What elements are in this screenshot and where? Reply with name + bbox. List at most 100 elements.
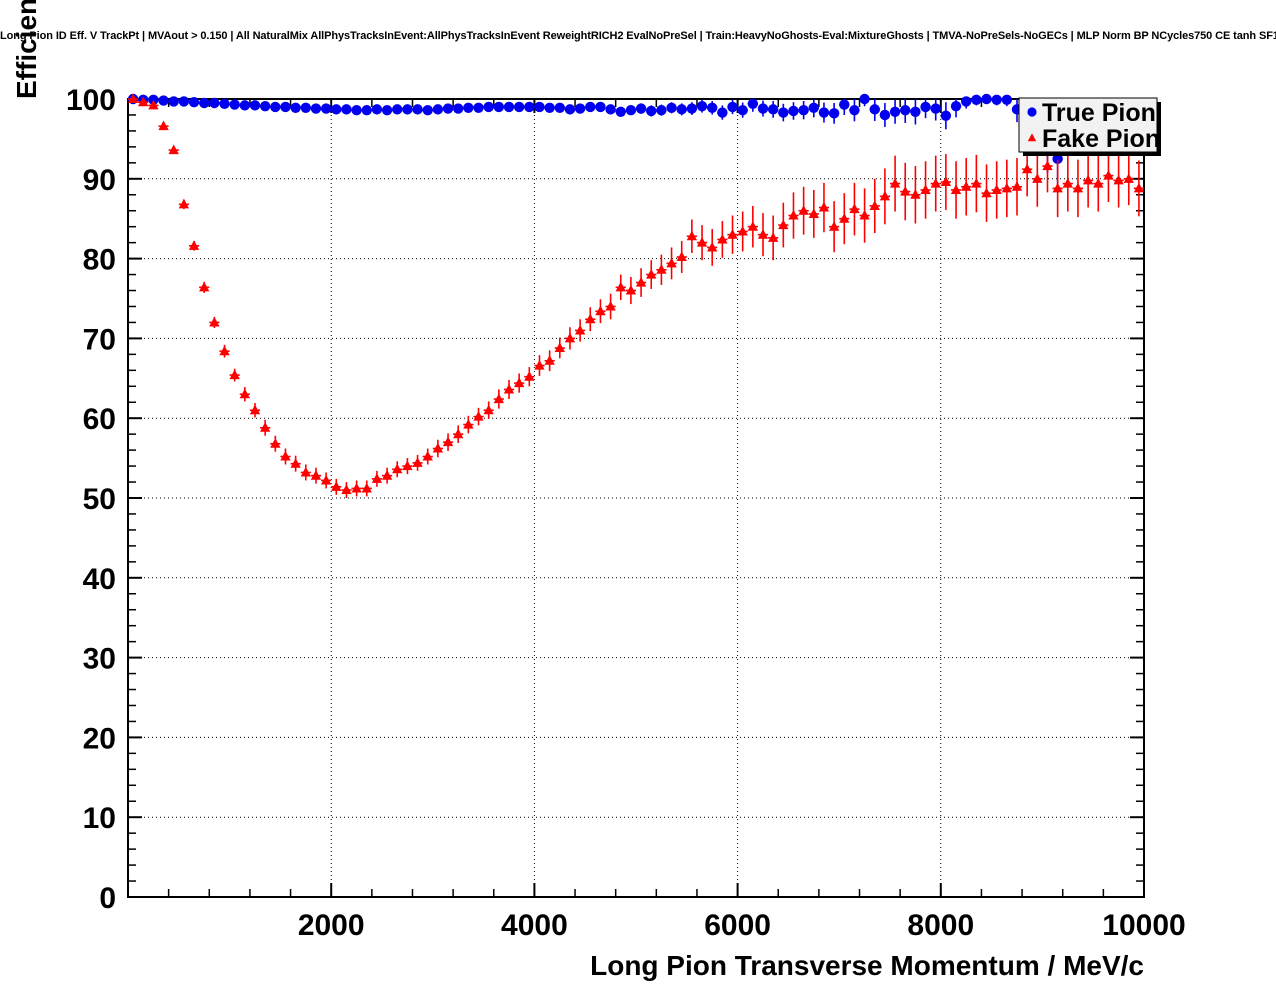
marker-point — [463, 418, 474, 429]
y-tick-label: 90 — [83, 164, 116, 197]
marker-point — [788, 105, 799, 117]
marker-point — [727, 101, 738, 113]
marker-point — [300, 466, 311, 477]
marker-point — [859, 209, 870, 220]
x-tick-label: 4000 — [501, 909, 568, 942]
marker-point — [1052, 182, 1063, 193]
marker-point — [595, 305, 606, 316]
marker-point — [615, 281, 626, 292]
y-tick-label: 10 — [83, 802, 116, 835]
marker-point — [564, 104, 576, 115]
marker-point — [635, 103, 647, 114]
marker-point — [524, 371, 535, 381]
marker-point — [981, 93, 992, 105]
marker-point — [686, 230, 698, 241]
marker-point — [280, 450, 291, 461]
marker-point — [381, 104, 393, 116]
marker-point — [747, 221, 758, 231]
marker-point — [696, 100, 708, 112]
marker-point — [1113, 174, 1124, 185]
marker-point — [971, 177, 982, 188]
marker-point — [534, 101, 545, 113]
marker-point — [422, 104, 433, 116]
marker-point — [199, 97, 210, 109]
marker-point — [717, 107, 728, 118]
marker-point — [696, 237, 708, 247]
marker-point — [483, 404, 494, 415]
grid-lines — [128, 99, 1144, 897]
marker-point — [727, 229, 738, 239]
marker-point — [950, 100, 962, 112]
marker-point — [453, 428, 464, 439]
marker-point — [259, 100, 271, 112]
marker-point — [178, 96, 190, 107]
marker-point — [402, 460, 413, 471]
marker-point — [270, 101, 281, 113]
marker-point — [473, 102, 484, 113]
marker-point — [686, 103, 698, 114]
marker-point — [849, 104, 860, 116]
marker-point — [900, 185, 911, 196]
marker-point — [483, 101, 494, 113]
marker-point — [940, 110, 952, 121]
marker-point — [1032, 173, 1043, 183]
marker-point — [707, 241, 718, 252]
marker-point — [818, 107, 830, 118]
marker-point — [503, 101, 515, 113]
marker-point — [290, 102, 301, 113]
y-tick-label: 30 — [83, 643, 116, 676]
marker-point — [920, 101, 931, 113]
marker-point — [341, 484, 352, 495]
marker-point — [442, 436, 454, 447]
marker-point — [453, 103, 464, 114]
marker-point — [635, 276, 647, 287]
marker-point — [158, 120, 169, 131]
marker-point — [168, 96, 179, 107]
marker-point — [788, 209, 799, 220]
marker-point — [1022, 163, 1033, 174]
marker-point — [1082, 174, 1094, 185]
marker-point — [371, 104, 383, 115]
marker-point — [1133, 182, 1145, 193]
x-tick-label: 2000 — [298, 909, 365, 942]
marker-point — [971, 94, 982, 105]
marker-point — [940, 176, 952, 187]
marker-point — [1072, 182, 1084, 193]
marker-point — [625, 104, 637, 116]
marker-point — [839, 213, 850, 223]
marker-point — [534, 359, 545, 370]
legend-marker-fake-pion — [1027, 133, 1037, 142]
marker-point — [615, 106, 626, 117]
y-tick-label: 60 — [83, 403, 116, 436]
legend-marker-true-pion — [1027, 107, 1037, 117]
marker-point — [260, 422, 271, 432]
y-tick-label: 0 — [99, 882, 116, 915]
marker-point — [798, 205, 809, 215]
y-tick-label: 50 — [83, 483, 116, 516]
marker-point — [432, 104, 444, 115]
marker-point — [1001, 94, 1013, 105]
y-tick-label: 80 — [83, 244, 116, 277]
marker-point — [239, 388, 250, 399]
marker-point — [178, 198, 190, 209]
marker-point — [351, 482, 362, 493]
marker-point — [574, 103, 586, 114]
marker-point — [778, 107, 789, 118]
marker-point — [249, 404, 261, 415]
marker-point — [270, 438, 281, 448]
marker-point — [432, 442, 444, 453]
axis-ticks — [127, 98, 1145, 898]
marker-point — [879, 190, 891, 201]
axis-titles: Long Pion Transverse Momentum / MeV/c Eff… — [11, 0, 1144, 981]
marker-point — [331, 481, 342, 491]
marker-point — [229, 369, 240, 380]
marker-point — [828, 221, 840, 231]
series-true-pion — [127, 93, 1145, 185]
marker-point — [961, 96, 972, 107]
marker-point — [402, 104, 413, 115]
page-title: Long Pion ID Eff. V TrackPt | MVAout > 0… — [0, 30, 1276, 42]
marker-point — [778, 219, 789, 230]
marker-point — [879, 109, 891, 121]
marker-point — [889, 106, 901, 117]
